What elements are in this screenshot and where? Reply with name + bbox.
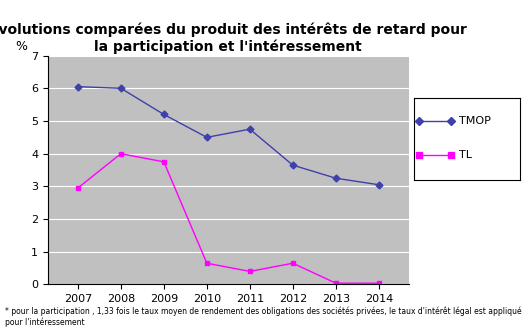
TMOP [118,86,124,90]
Text: * pour la participation , 1,33 fois le taux moyen de rendement des obligations d: * pour la participation , 1,33 fois le t… [5,307,522,327]
TL [204,261,210,265]
Text: %: % [15,40,27,53]
TL [246,269,253,273]
TMOP [204,135,210,139]
TMOP [332,176,339,180]
TMOP [161,112,167,116]
Text: TL: TL [459,150,472,160]
TL [75,186,81,190]
Line: TL: TL [75,151,381,285]
Line: TMOP: TMOP [75,84,381,187]
TMOP [375,183,382,187]
TMOP [246,127,253,131]
TL [289,261,296,265]
TL [375,281,382,285]
Text: Evolutions comparées du produit des intérêts de retard pour
la participation et : Evolutions comparées du produit des inté… [0,23,467,54]
TL [332,281,339,285]
TMOP [75,85,81,89]
TMOP [289,163,296,167]
TL [118,152,124,156]
Text: TMOP: TMOP [459,116,491,126]
TL [161,160,167,164]
